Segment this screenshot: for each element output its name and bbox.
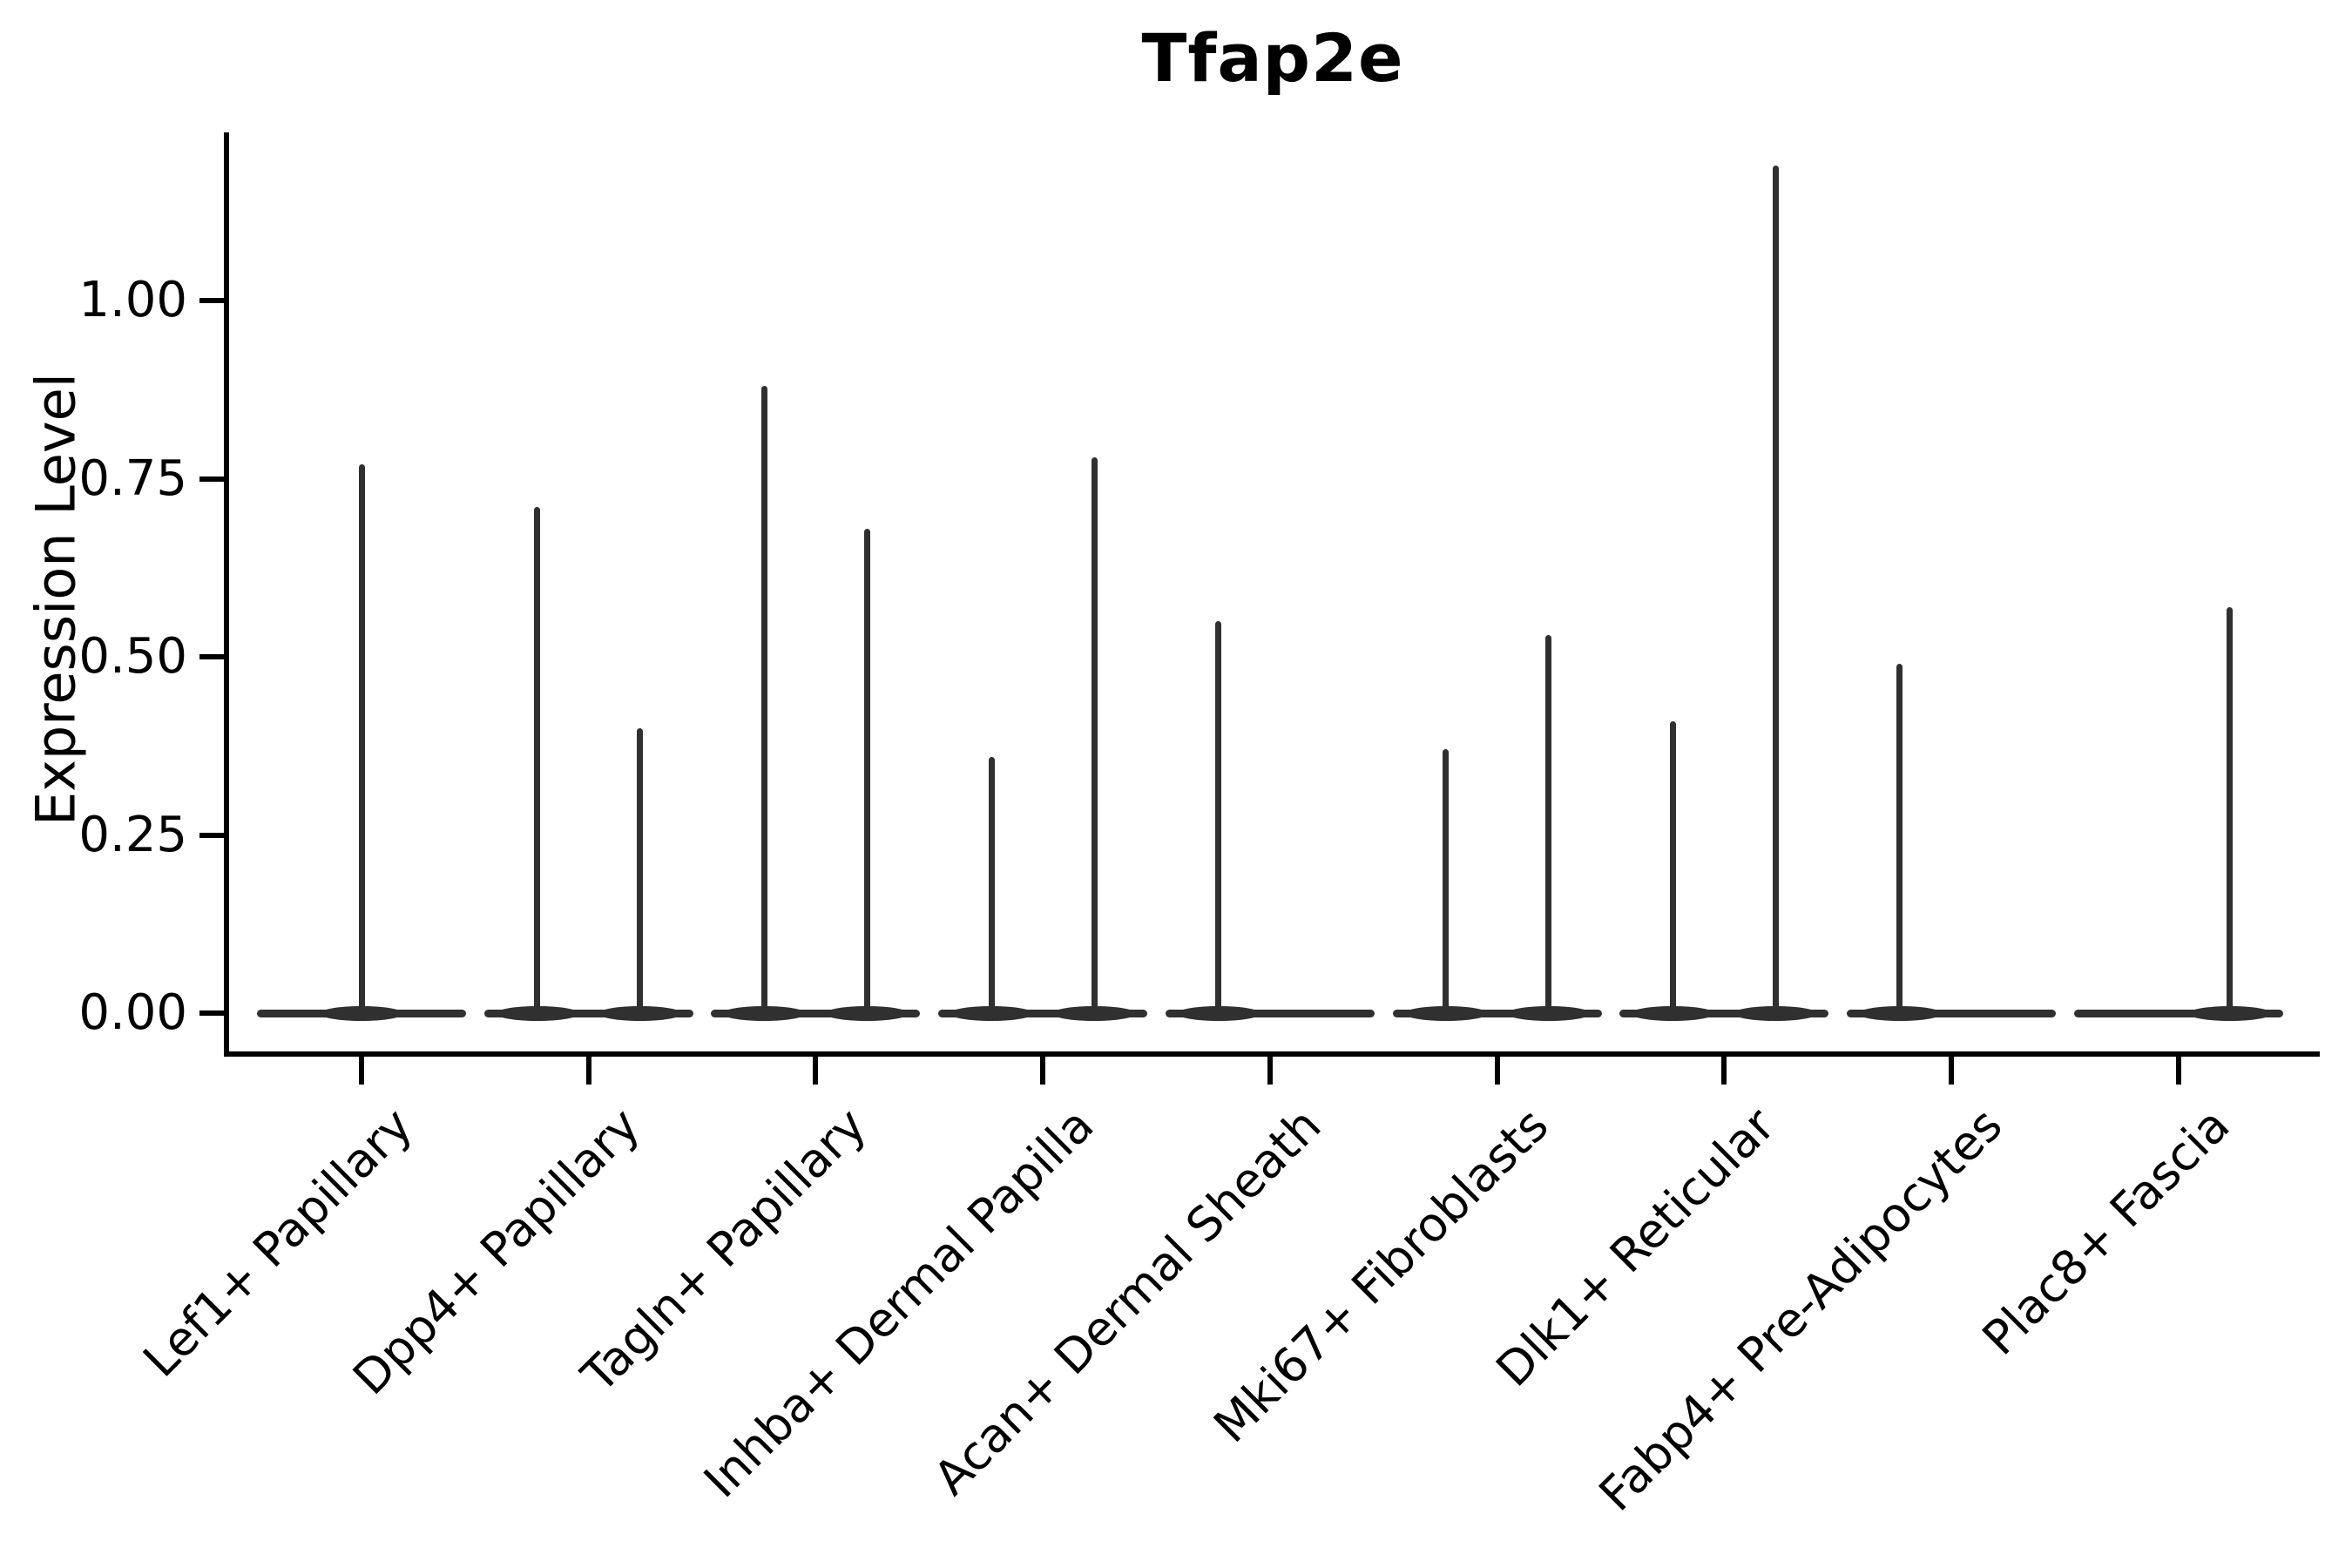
y-tick-label: 0.75 xyxy=(78,449,187,507)
x-tick-mark xyxy=(1948,1057,1954,1085)
x-tick-mark xyxy=(585,1057,591,1085)
y-tick-mark xyxy=(199,654,226,659)
x-axis-spine xyxy=(224,1051,2320,1057)
y-axis-spine xyxy=(224,132,229,1057)
x-tick-mark xyxy=(2175,1057,2181,1085)
violin-baseline xyxy=(1392,1009,1602,1017)
violin-spike xyxy=(637,727,644,1016)
y-tick-label: 0.00 xyxy=(78,984,187,1041)
violin-baseline xyxy=(938,1009,1148,1017)
y-tick-mark xyxy=(199,832,226,838)
violin-baseline xyxy=(2073,1009,2283,1017)
y-tick-label: 0.50 xyxy=(78,628,187,685)
y-tick-mark xyxy=(199,1010,226,1016)
y-tick-mark xyxy=(199,298,226,303)
x-tick-mark xyxy=(359,1057,364,1085)
chart-title: Tfap2e xyxy=(1141,19,1404,97)
y-tick-label: 1.00 xyxy=(78,272,187,328)
violin-spike xyxy=(1091,456,1098,1016)
violin-spike xyxy=(1669,720,1676,1016)
violin-baseline xyxy=(711,1009,921,1017)
violin-baseline xyxy=(1165,1009,1375,1017)
violin-spike xyxy=(534,507,541,1016)
x-tick-mark xyxy=(1721,1057,1727,1085)
violin-spike xyxy=(760,386,767,1016)
violin-spike xyxy=(1896,664,1903,1016)
y-tick-label: 0.25 xyxy=(78,806,187,863)
violin-spike xyxy=(863,528,870,1016)
violin-baseline xyxy=(1619,1009,1829,1017)
violin-baseline xyxy=(1846,1009,2056,1017)
x-tick-label: Acan+ Dermal Sheath xyxy=(923,1097,1332,1506)
violin-spike xyxy=(1215,621,1222,1016)
violin-spike xyxy=(358,464,365,1016)
x-tick-label: Inhba+ Dermal Papilla xyxy=(693,1097,1105,1509)
x-tick-mark xyxy=(1040,1057,1046,1085)
violin-spike xyxy=(1772,165,1779,1016)
violin-spike xyxy=(2227,606,2234,1016)
y-tick-mark xyxy=(199,476,226,482)
x-tick-mark xyxy=(813,1057,819,1085)
x-tick-mark xyxy=(1267,1057,1273,1085)
violin-spike xyxy=(1443,749,1449,1016)
x-tick-label: Fabp4+ Pre-Adipocytes xyxy=(1588,1097,2013,1522)
x-tick-mark xyxy=(1494,1057,1500,1085)
y-axis-title: Expression Level xyxy=(24,373,88,826)
violin-baseline xyxy=(483,1009,693,1017)
violin-spike xyxy=(1545,635,1551,1016)
x-tick-label: Plac8+ Fascia xyxy=(1971,1097,2240,1366)
violin-spike xyxy=(988,756,995,1016)
